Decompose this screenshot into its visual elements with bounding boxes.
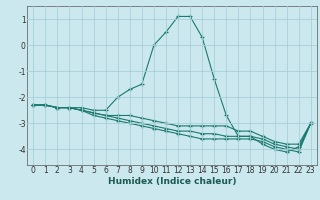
X-axis label: Humidex (Indice chaleur): Humidex (Indice chaleur) bbox=[108, 177, 236, 186]
